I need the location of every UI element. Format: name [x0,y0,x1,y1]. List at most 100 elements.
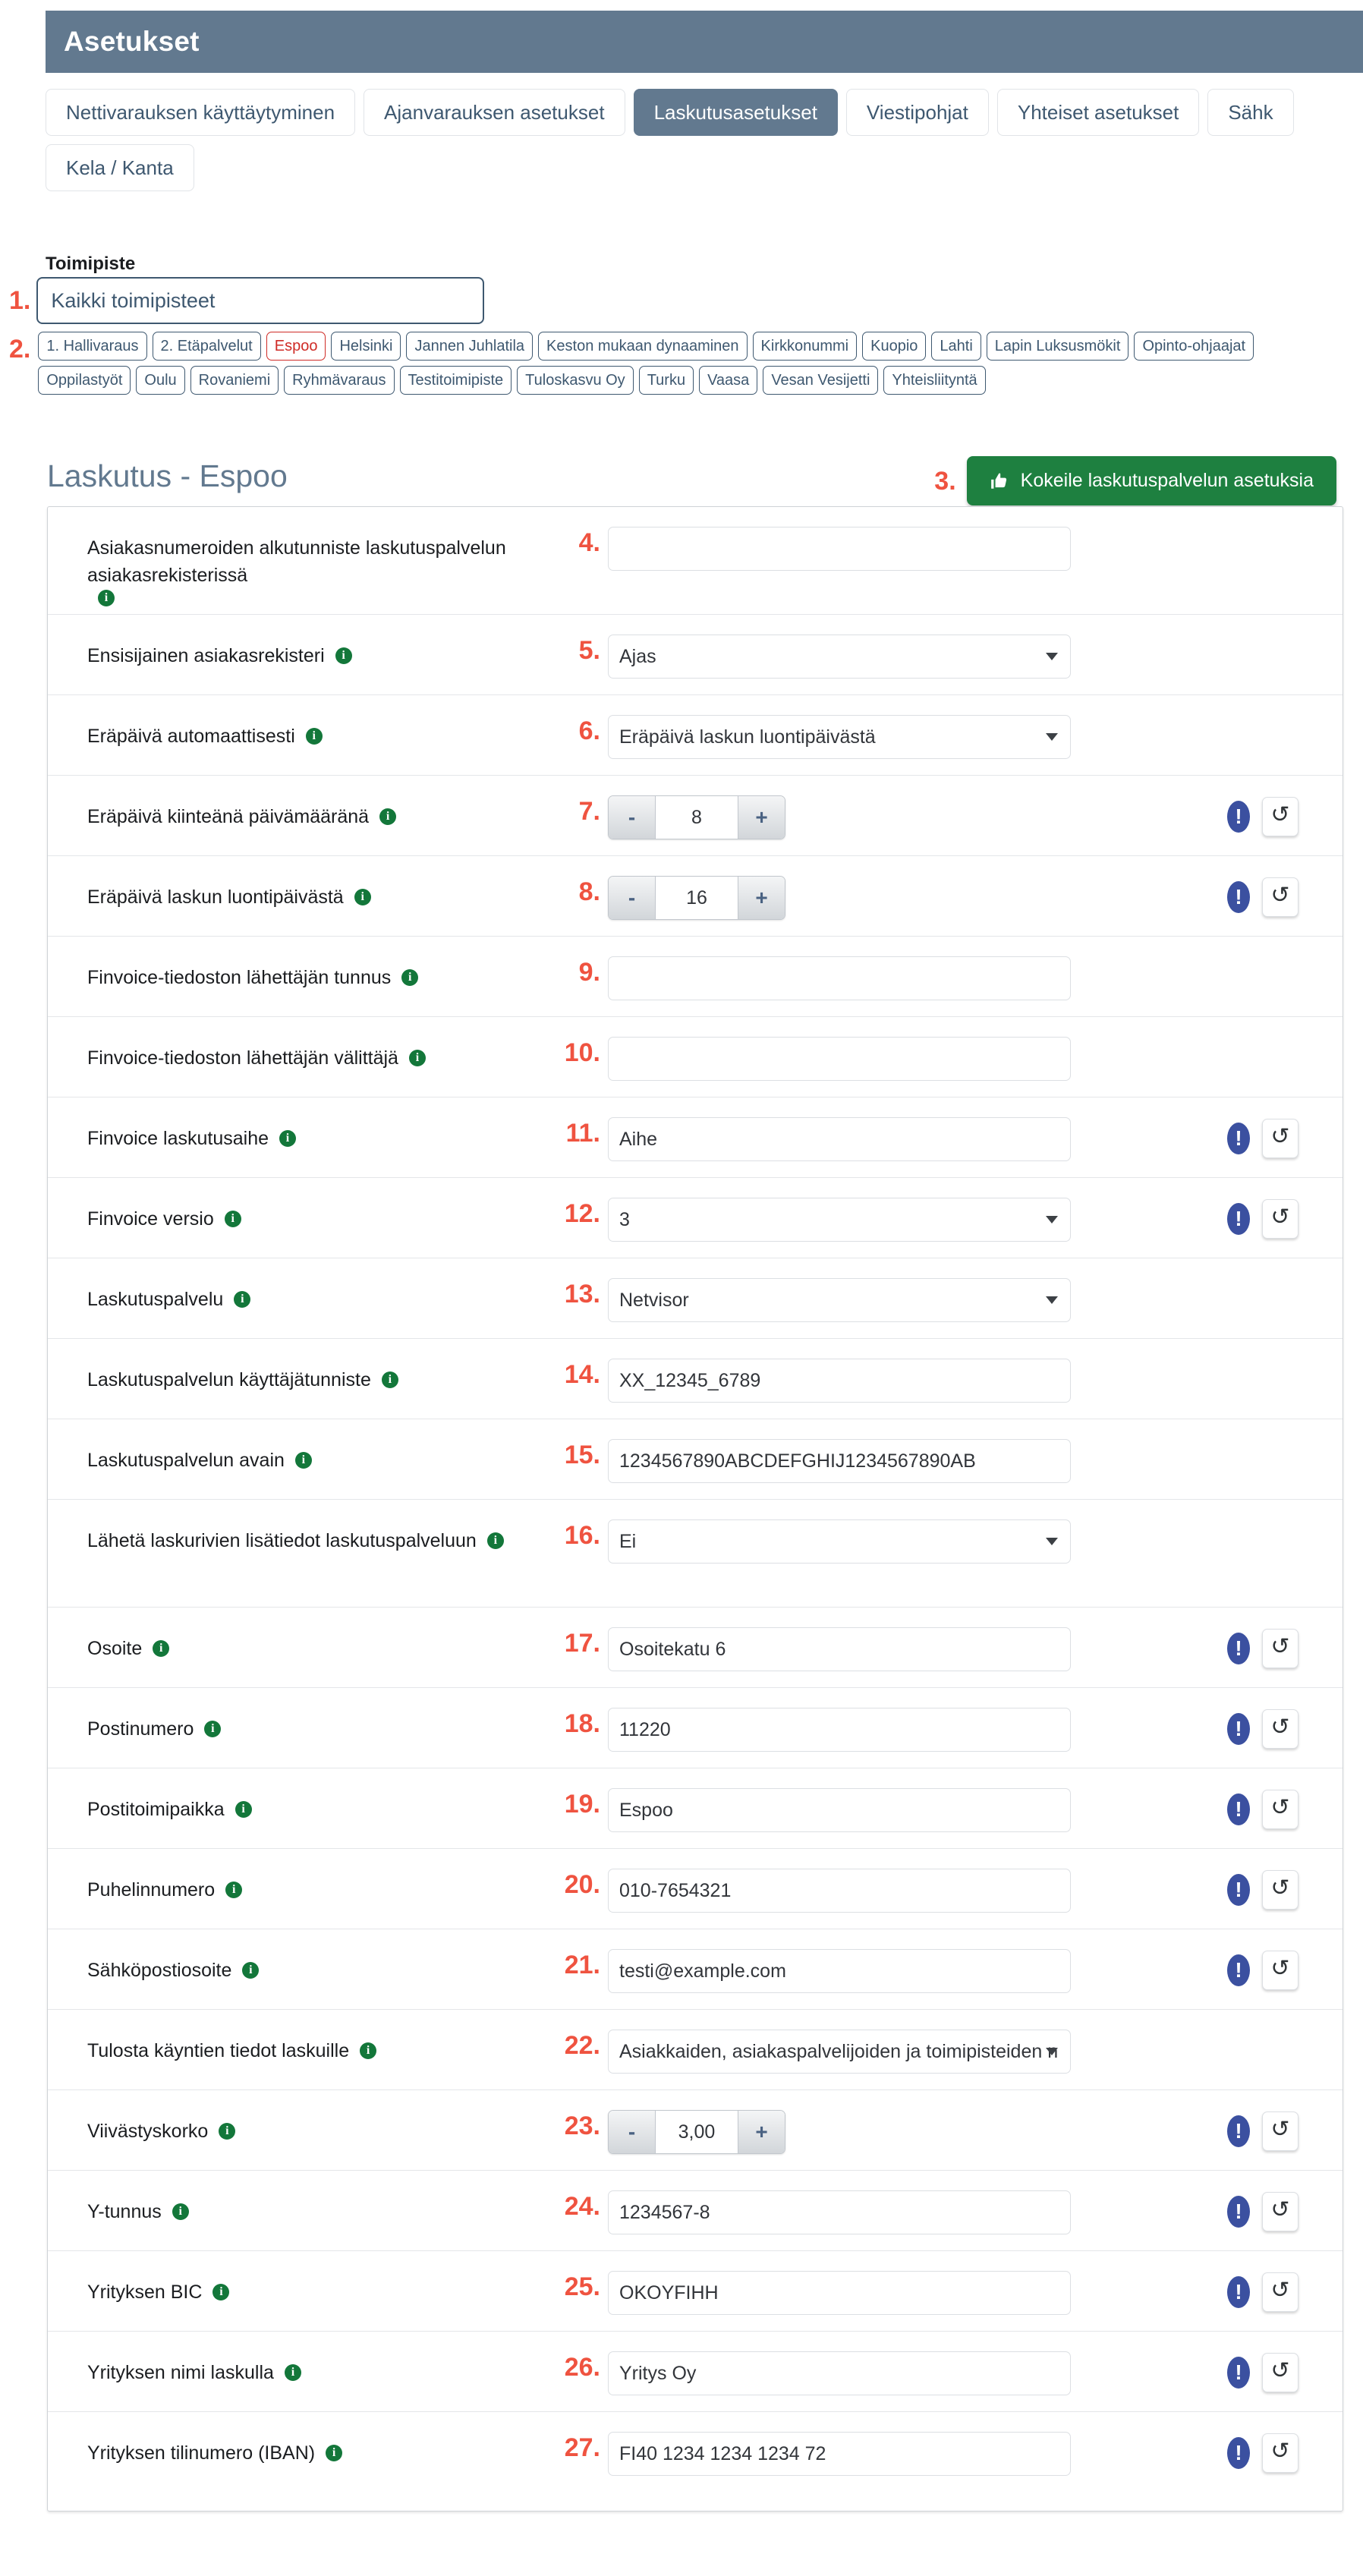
office-chip[interactable]: Keston mukaan dynaaminen [538,332,748,361]
office-chip[interactable]: Vesan Vesijetti [763,366,879,395]
text-input[interactable]: 1234567890ABCDEFGHIJ1234567890AB [608,1439,1071,1483]
warning-icon[interactable]: ! [1227,1713,1250,1745]
text-input[interactable]: testi@example.com [608,1949,1071,1993]
info-icon[interactable]: i [153,1640,170,1658]
info-icon[interactable]: i [294,1452,312,1469]
tab-0[interactable]: Nettivarauksen käyttäytyminen [46,89,356,136]
warning-icon[interactable]: ! [1227,1633,1250,1664]
info-icon[interactable]: i [284,2364,301,2382]
select-dropdown[interactable]: Ei [608,1519,1071,1564]
office-chip[interactable]: Lapin Luksusmökit [986,332,1129,361]
reset-button[interactable]: ↺ [1262,1119,1298,1158]
office-chip[interactable]: Jannen Juhlatila [406,332,534,361]
tab-5[interactable]: Sähk [1207,89,1294,136]
text-input[interactable]: FI40 1234 1234 1234 72 [608,2432,1071,2476]
office-chip[interactable]: Kuopio [862,332,927,361]
text-input[interactable]: Osoitekatu 6 [608,1627,1071,1671]
stepper-value[interactable]: 8 [656,796,738,839]
office-chip[interactable]: Turku [638,366,694,395]
info-icon[interactable]: i [242,1962,260,1979]
reset-button[interactable]: ↺ [1262,877,1298,917]
info-icon[interactable]: i [234,1291,251,1308]
reset-button[interactable]: ↺ [1262,797,1298,836]
select-dropdown[interactable]: Netvisor [608,1278,1071,1322]
text-input[interactable] [608,956,1071,1000]
warning-icon[interactable]: ! [1227,1203,1250,1235]
warning-icon[interactable]: ! [1227,2437,1250,2469]
test-billing-settings-button[interactable]: Kokeile laskutuspalvelun asetuksia [966,456,1336,505]
reset-button[interactable]: ↺ [1262,2272,1298,2312]
info-icon[interactable]: i [486,1532,504,1550]
tab-3[interactable]: Viestipohjat [845,89,989,136]
info-icon[interactable]: i [305,728,323,745]
office-chip[interactable]: Ryhmävaraus [284,366,395,395]
info-icon[interactable]: i [98,589,115,606]
office-chip[interactable]: 2. Etäpalvelut [152,332,261,361]
stepper-value[interactable]: 3,00 [656,2111,738,2153]
select-dropdown[interactable]: Ajas [608,635,1071,679]
info-icon[interactable]: i [379,808,397,826]
reset-button[interactable]: ↺ [1262,1951,1298,1990]
tab-6[interactable]: Kela / Kanta [46,144,194,191]
stepper-value[interactable]: 16 [656,877,738,919]
office-chip[interactable]: Lahti [931,332,981,361]
warning-icon[interactable]: ! [1227,1874,1250,1906]
reset-button[interactable]: ↺ [1262,2433,1298,2473]
stepper-increment-button[interactable]: + [738,877,785,919]
warning-icon[interactable]: ! [1227,881,1250,913]
info-icon[interactable]: i [401,969,419,987]
office-chip[interactable]: Rovaniemi [190,366,279,395]
select-dropdown[interactable]: Eräpäivä laskun luontipäivästä [608,715,1071,759]
text-input[interactable]: 010-7654321 [608,1869,1071,1913]
reset-button[interactable]: ↺ [1262,2353,1298,2392]
reset-button[interactable]: ↺ [1262,1709,1298,1749]
reset-button[interactable]: ↺ [1262,2112,1298,2151]
text-input[interactable]: 1234567-8 [608,2190,1071,2234]
office-chip[interactable]: Espoo [266,332,326,361]
select-dropdown[interactable]: Asiakkaiden, asiakaspalvelijoiden ja toi… [608,2030,1071,2074]
tab-1[interactable]: Ajanvarauksen asetukset [364,89,625,136]
reset-button[interactable]: ↺ [1262,1790,1298,1829]
warning-icon[interactable]: ! [1227,1954,1250,1986]
reset-button[interactable]: ↺ [1262,1199,1298,1239]
office-chip[interactable]: Oulu [136,366,185,395]
tab-2[interactable]: Laskutusasetukset [633,89,838,136]
office-chip[interactable]: Testitoimipiste [399,366,512,395]
stepper-increment-button[interactable]: + [738,796,785,839]
warning-icon[interactable]: ! [1227,2115,1250,2147]
info-icon[interactable]: i [204,1721,222,1738]
info-icon[interactable]: i [381,1371,398,1389]
office-chip[interactable]: Opinto-ohjaajat [1134,332,1254,361]
office-chip[interactable]: 1. Hallivaraus [38,332,147,361]
warning-icon[interactable]: ! [1227,801,1250,833]
text-input[interactable]: Espoo [608,1788,1071,1832]
info-icon[interactable]: i [219,2123,236,2140]
warning-icon[interactable]: ! [1227,1793,1250,1825]
warning-icon[interactable]: ! [1227,2196,1250,2228]
office-chip[interactable]: Helsinki [331,332,401,361]
info-icon[interactable]: i [279,1130,297,1148]
info-icon[interactable]: i [212,2284,230,2301]
info-icon[interactable]: i [224,1211,241,1228]
info-icon[interactable]: i [225,1882,243,1899]
office-chip[interactable]: Oppilastyöt [38,366,131,395]
reset-button[interactable]: ↺ [1262,1870,1298,1910]
text-input[interactable]: OKOYFIHH [608,2271,1071,2315]
info-icon[interactable]: i [335,647,352,665]
office-select[interactable]: Kaikki toimipisteet [36,277,485,324]
select-dropdown[interactable]: 3 [608,1198,1071,1242]
info-icon[interactable]: i [172,2203,189,2221]
tab-4[interactable]: Yhteiset asetukset [996,89,1200,136]
text-input[interactable] [608,1037,1071,1081]
text-input[interactable]: XX_12345_6789 [608,1359,1071,1403]
office-chip[interactable]: Kirkkonummi [752,332,858,361]
info-icon[interactable]: i [354,889,371,906]
office-chip[interactable]: Vaasa [699,366,758,395]
info-icon[interactable]: i [326,2445,343,2462]
warning-icon[interactable]: ! [1227,2276,1250,2308]
stepper-increment-button[interactable]: + [738,2111,785,2153]
info-icon[interactable]: i [360,2042,377,2060]
warning-icon[interactable]: ! [1227,1123,1250,1154]
text-input[interactable]: Aihe [608,1117,1071,1161]
office-chip[interactable]: Yhteisliityntä [883,366,986,395]
